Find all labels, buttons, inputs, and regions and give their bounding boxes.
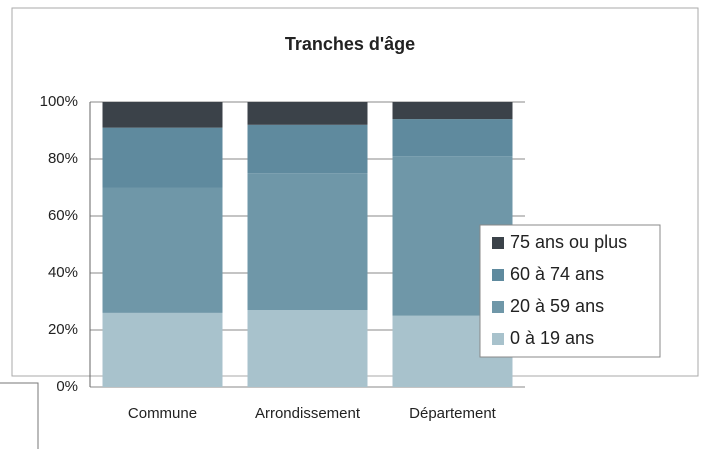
x-tick-label: Arrondissement [255,405,361,422]
x-tick-label: Département [409,405,497,422]
bar-segment [102,312,223,387]
bar-segment [392,102,513,120]
legend-swatch [492,333,504,345]
y-tick-label: 60% [48,207,78,224]
page-edge [0,382,39,449]
y-tick-label: 0% [56,378,78,395]
legend-swatch [492,237,504,249]
y-tick-label: 100% [40,93,78,110]
bar-segment [392,119,513,157]
legend-label: 0 à 19 ans [510,328,594,348]
bar-segment [102,102,223,128]
chart-title: Tranches d'âge [285,34,415,54]
bar-segment [247,173,368,311]
bar-segment [102,187,223,313]
y-tick-label: 20% [48,321,78,338]
x-tick-label: Commune [128,405,197,422]
y-tick-label: 40% [48,264,78,281]
legend-label: 20 à 59 ans [510,296,604,316]
legend-label: 60 à 74 ans [510,264,604,284]
legend-box [479,224,661,358]
bar-segment [247,310,368,387]
legend-swatch [492,301,504,313]
legend-label: 75 ans ou plus [510,232,627,252]
y-tick-label: 80% [48,150,78,167]
legend-swatch [492,269,504,281]
bar-segment [102,127,223,188]
bar-segment [247,124,368,174]
bar-segment [247,102,368,125]
